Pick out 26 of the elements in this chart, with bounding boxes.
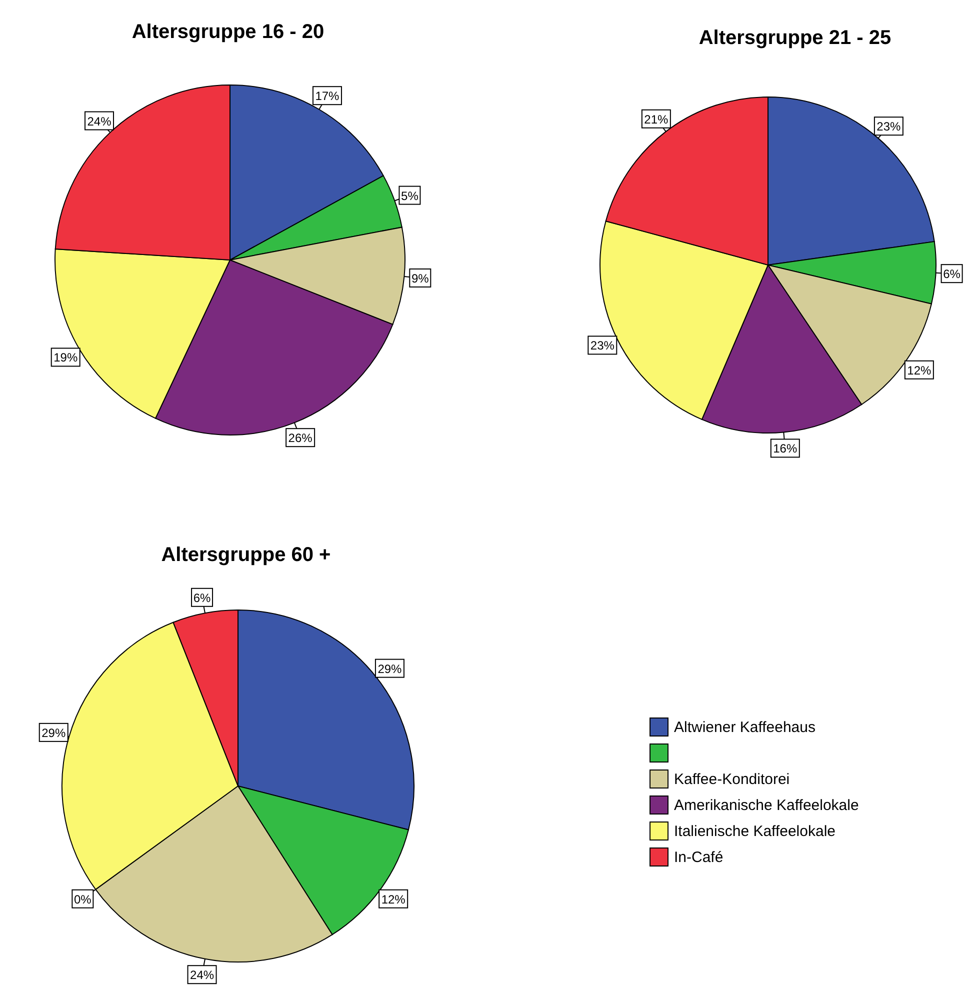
data-label: 21%: [644, 112, 669, 126]
data-label: 6%: [943, 267, 961, 282]
data-label: 6%: [193, 590, 212, 605]
data-label: 16%: [773, 442, 798, 456]
legend-label: Altwiener Kaffeehaus: [674, 719, 816, 736]
data-label: 12%: [381, 892, 406, 906]
text: 0%: [74, 892, 92, 906]
data-label: 23%: [876, 120, 902, 134]
data-label: 5%: [401, 188, 419, 203]
chart-title: Altersgruppe 21 - 25: [698, 27, 892, 49]
chart-title: Altersgruppe 60 +: [161, 544, 331, 566]
legend-label: In-Café: [674, 849, 724, 866]
chart-title: Altersgruppe 16 - 20: [132, 21, 324, 43]
data-label: 29%: [42, 726, 66, 740]
legend-label: Amerikanische Kaffeelokale: [674, 797, 859, 814]
data-label: 17%: [315, 89, 340, 104]
legend-label: Italienische Kaffeelokale: [674, 823, 836, 840]
data-label: 29%: [378, 662, 402, 676]
data-label: 12%: [907, 363, 932, 378]
data-label: 24%: [87, 114, 112, 128]
data-label: 19%: [54, 350, 78, 365]
legend-label: Kaffee-Konditorei: [674, 771, 790, 788]
data-label: 24%: [190, 968, 214, 982]
data-label: 23%: [590, 338, 615, 353]
data-label: 26%: [288, 431, 313, 446]
data-label: 9%: [411, 271, 430, 286]
